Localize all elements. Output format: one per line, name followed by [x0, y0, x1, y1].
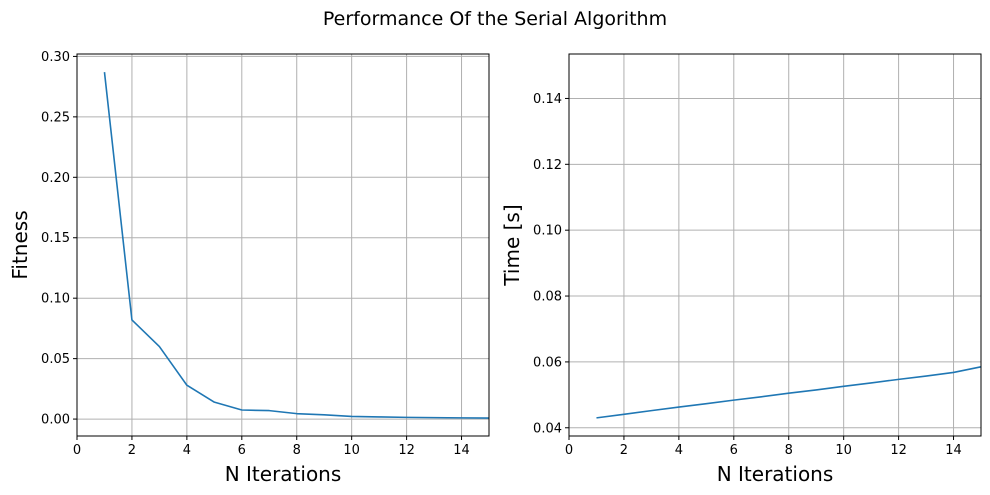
y-tick-label: 0.12 — [533, 158, 562, 173]
y-tick-label: 0.20 — [41, 171, 70, 186]
axes-frame — [76, 53, 490, 437]
y-tick-label: 0.25 — [41, 110, 70, 125]
fitness-plot: 0 2 4 6 8 10 12 14 0.00 0.05 0.10 0.15 0.20 0.25 0.30 N… — [8, 50, 490, 486]
time-plot: 0 2 4 6 8 10 12 14 0.04 0.06 0.08 0.10 0.12 0.14 N Ite… — [500, 53, 982, 486]
x-tick-label: 14 — [453, 443, 470, 458]
x-tick-label: 6 — [238, 443, 246, 458]
y-tick-label: 0.08 — [533, 290, 562, 305]
x-tick-label: 14 — [945, 443, 962, 458]
series-line — [596, 366, 982, 419]
x-tick-label: 12 — [398, 443, 415, 458]
axes-frame — [568, 53, 982, 437]
y-tick-label: 0.10 — [533, 224, 562, 239]
x-tick-label: 2 — [620, 443, 628, 458]
x-tick-label: 6 — [730, 443, 738, 458]
x-tick-label: 8 — [293, 443, 301, 458]
figure-title: Performance Of the Serial Algorithm — [323, 8, 667, 30]
x-tick-label: 4 — [675, 443, 683, 458]
x-tick-label: 8 — [785, 443, 793, 458]
x-tick-label: 0 — [565, 443, 573, 458]
y-tick-label: 0.30 — [41, 50, 70, 65]
x-tick-label: 10 — [343, 443, 360, 458]
y-axis-label: Fitness — [8, 210, 32, 279]
y-tick-label: 0.14 — [533, 92, 562, 107]
y-tick-label: 0.10 — [41, 292, 70, 307]
x-tick-label: 10 — [835, 443, 852, 458]
series-line — [103, 72, 490, 419]
y-tick-label: 0.06 — [533, 355, 562, 370]
x-tick-label: 2 — [128, 443, 136, 458]
y-tick-label: 0.04 — [533, 421, 562, 436]
x-axis-label: N Iterations — [225, 462, 342, 486]
x-axis-label: N Iterations — [717, 462, 834, 486]
y-tick-label: 0.15 — [41, 231, 70, 246]
y-tick-label: 0.00 — [41, 413, 70, 428]
x-tick-label: 4 — [183, 443, 191, 458]
x-tick-label: 0 — [73, 443, 81, 458]
y-tick-label: 0.05 — [41, 352, 70, 367]
x-tick-label: 12 — [890, 443, 907, 458]
y-axis-label: Time [s] — [500, 204, 524, 286]
